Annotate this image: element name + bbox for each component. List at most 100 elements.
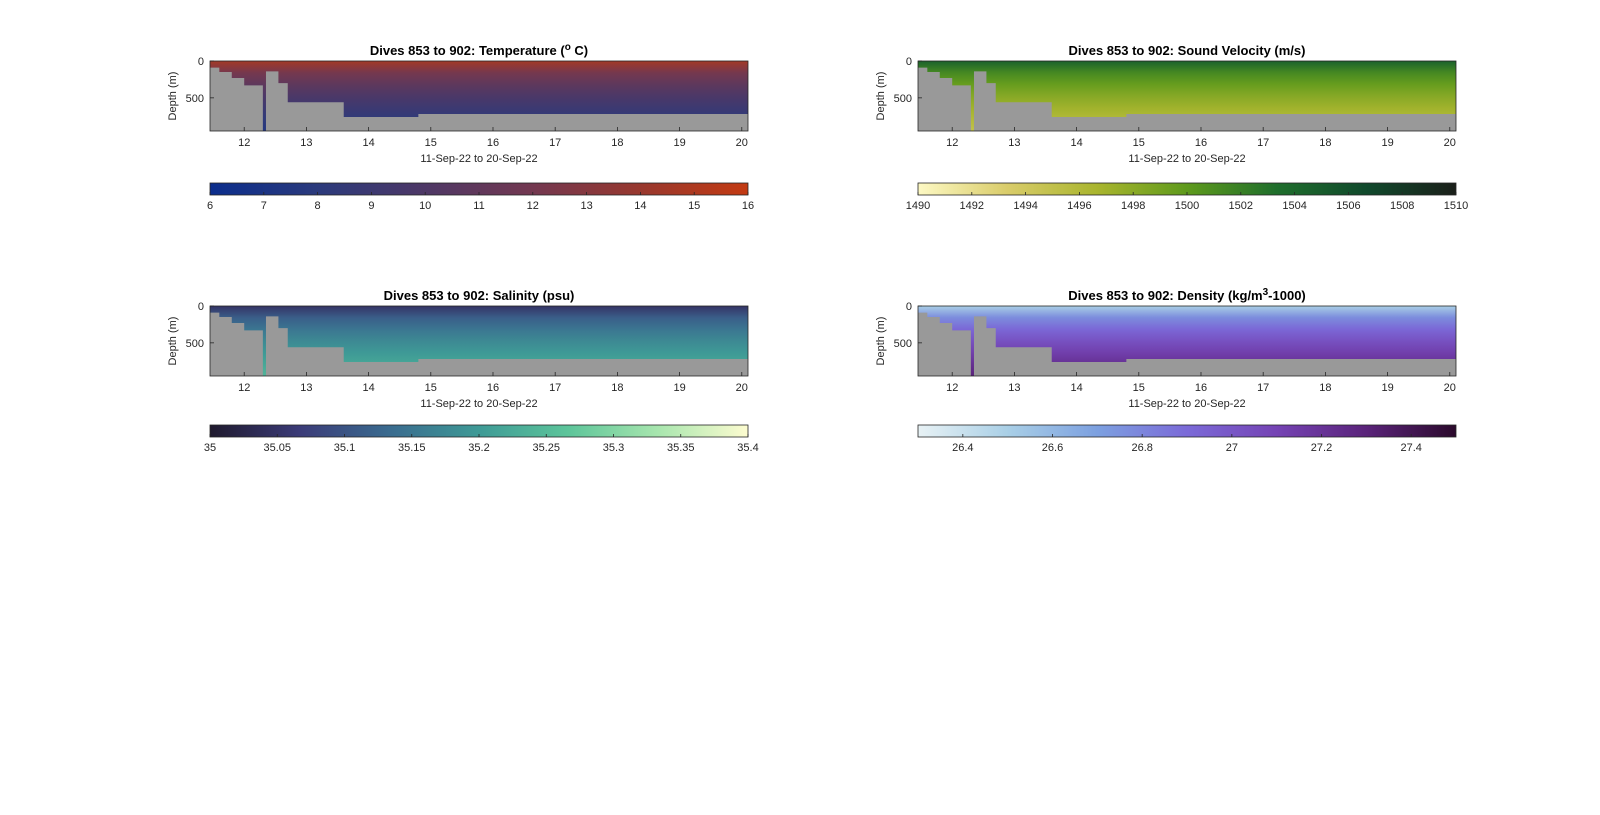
y-tick-label: 0 [906,56,912,68]
axes-frame [209,60,749,132]
colorbar-tick-label: 27.2 [1311,442,1332,454]
x-tick-label: 18 [611,137,623,149]
colorbar-tick-label: 27.4 [1400,442,1421,454]
chart-title: Dives 853 to 902: Temperature (o C) [370,42,588,58]
x-tick-label: 18 [1319,382,1331,394]
x-tick-label: 14 [1070,137,1082,149]
colorbar [917,424,1457,438]
x-tick-label: 13 [1008,382,1020,394]
seabed-mask [918,312,1456,376]
colorbar-tick-label: 35.05 [263,442,291,454]
x-tick-label: 14 [1070,382,1082,394]
x-tick-label: 19 [673,137,685,149]
colorbar-tick-label: 35.25 [532,442,560,454]
colorbar-tick-label: 14 [634,200,646,212]
axes-frame [917,60,1457,132]
colorbar-tick-label: 1490 [906,200,930,212]
title-text: Dives 853 to 902: Salinity (psu) [384,288,575,303]
colorbar-tick-label: 27 [1226,442,1238,454]
y-axis-label: Depth (m) [875,317,887,366]
x-tick-label: 15 [1133,137,1145,149]
colorbar-tick-label: 12 [527,200,539,212]
colorbar-tick-label: 1500 [1175,200,1199,212]
colorbar-tick-label: 35.3 [603,442,624,454]
title-text: Dives 853 to 902: Density (kg/m [1068,288,1262,303]
colorbar-tick-label: 1510 [1444,200,1468,212]
seabed-mask [918,67,1456,131]
x-tick-label: 19 [1381,137,1393,149]
colorbar-tick-label: 26.4 [952,442,973,454]
title-text: Dives 853 to 902: Sound Velocity (m/s) [1069,43,1306,58]
colorbar-tick-label: 8 [315,200,321,212]
x-tick-label: 14 [362,137,374,149]
colorbar-tick-label: 1506 [1336,200,1360,212]
chart-panel-1: Dives 853 to 902: Temperature (o C) 12 13 1… [167,42,754,212]
x-tick-label: 13 [300,382,312,394]
x-tick-label: 15 [425,382,437,394]
x-tick-label: 13 [1008,137,1020,149]
colorbar-tick-label: 1502 [1229,200,1253,212]
y-tick-label: 0 [906,301,912,313]
colorbar-tick-label: 35 [204,442,216,454]
title-superscript: o [565,42,571,53]
title-superscript: 3 [1263,287,1269,298]
x-tick-label: 16 [1195,382,1207,394]
x-tick-label: 18 [611,382,623,394]
colorbar-tick-label: 1508 [1390,200,1414,212]
x-tick-label: 20 [736,137,748,149]
x-tick-label: 12 [946,137,958,149]
x-tick-label: 15 [425,137,437,149]
title-text: Dives 853 to 902: Temperature ( [370,43,566,58]
chart-panel-2: Dives 853 to 902: Sound Velocity (m/s) 12… [875,43,1468,212]
colorbar-tick-label: 16 [742,200,754,212]
colorbar-tick-label: 10 [419,200,431,212]
colorbar-tick-label: 15 [688,200,700,212]
x-tick-label: 17 [1257,382,1269,394]
x-tick-label: 16 [1195,137,1207,149]
x-tick-label: 16 [487,382,499,394]
y-tick-label: 0 [198,56,204,68]
y-tick-label: 500 [186,93,204,105]
x-tick-label: 20 [1444,137,1456,149]
x-tick-label: 12 [946,382,958,394]
x-tick-label: 12 [238,137,250,149]
chart-panel-3: Dives 853 to 902: Salinity (psu) 12 13 14 15… [167,288,759,454]
x-tick-label: 20 [736,382,748,394]
axes-frame [209,305,749,377]
y-tick-label: 0 [198,301,204,313]
x-tick-label: 12 [238,382,250,394]
colorbar-tick-label: 26.6 [1042,442,1063,454]
x-tick-label: 17 [1257,137,1269,149]
seabed-mask [210,312,748,376]
y-tick-label: 500 [894,93,912,105]
chart-title: Dives 853 to 902: Salinity (psu) [384,288,575,303]
title-text: -1000) [1268,288,1306,303]
x-tick-label: 19 [1381,382,1393,394]
colorbar-tick-label: 35.35 [667,442,695,454]
seabed-mask [210,67,748,131]
colorbar-tick-label: 35.15 [398,442,426,454]
axes-frame [917,305,1457,377]
y-axis-label: Depth (m) [167,317,179,366]
x-tick-label: 13 [300,137,312,149]
colorbar-tick-label: 1504 [1282,200,1306,212]
x-tick-label: 17 [549,137,561,149]
y-tick-label: 500 [186,338,204,350]
colorbar-tick-label: 1498 [1121,200,1145,212]
y-axis-label: Depth (m) [875,72,887,121]
x-axis-label: 11-Sep-22 to 20-Sep-22 [420,153,537,165]
x-tick-label: 18 [1319,137,1331,149]
x-tick-label: 20 [1444,382,1456,394]
colorbar-tick-label: 35.2 [468,442,489,454]
x-axis-label: 11-Sep-22 to 20-Sep-22 [1128,153,1245,165]
colorbar-tick-label: 13 [580,200,592,212]
colorbar-tick-label: 26.8 [1131,442,1152,454]
x-tick-label: 17 [549,382,561,394]
colorbar-tick-label: 1496 [1067,200,1091,212]
x-tick-label: 16 [487,137,499,149]
x-tick-label: 15 [1133,382,1145,394]
colorbar-tick-label: 1494 [1013,200,1037,212]
x-axis-label: 11-Sep-22 to 20-Sep-22 [420,398,537,410]
colorbar-tick-label: 9 [368,200,374,212]
